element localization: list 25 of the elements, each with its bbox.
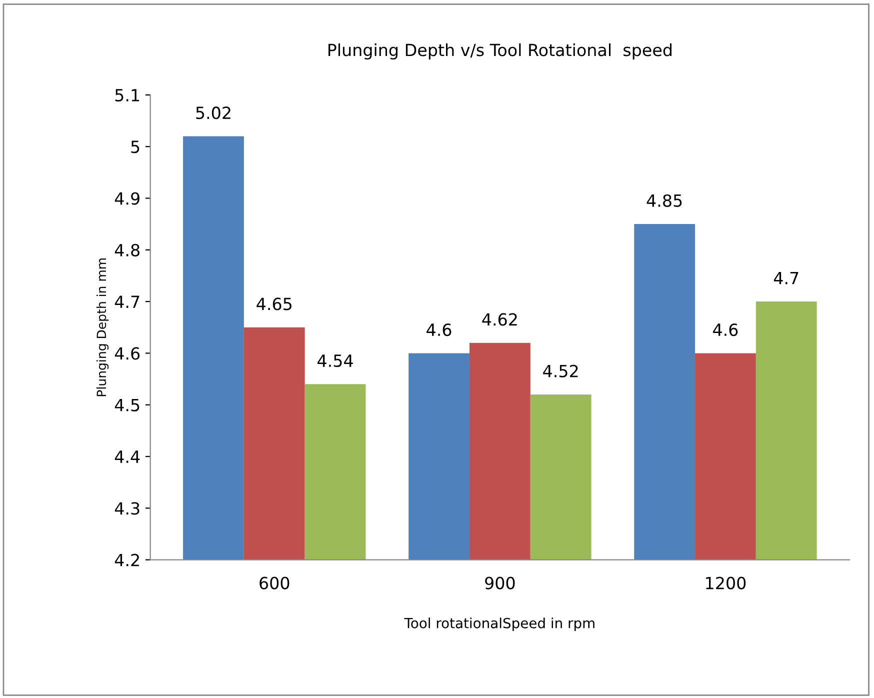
data-label: 4.62 xyxy=(482,313,517,326)
y-tick-label: 4.8 xyxy=(114,244,140,256)
y-tick-label: 4.2 xyxy=(114,554,139,566)
data-label: 4.85 xyxy=(646,194,682,207)
y-tick-label: 4.5 xyxy=(114,399,140,412)
y-axis-title: Plunging Depth in mm xyxy=(96,258,109,396)
y-tick-label: 4.7 xyxy=(114,296,140,308)
x-tick-label: 1200 xyxy=(706,576,746,590)
x-tick-label: 600 xyxy=(260,576,290,590)
data-label: 4.6 xyxy=(426,323,452,336)
data-label: 5.02 xyxy=(196,106,230,120)
y-tick-label: 4.4 xyxy=(114,450,140,463)
chart-title: Plunging Depth v/s Tool Rotational speed xyxy=(328,43,672,60)
y-tick-label: 5.1 xyxy=(115,89,140,102)
y-tick-label: 5 xyxy=(131,140,140,154)
y-tick-label: 4.6 xyxy=(114,347,140,360)
y-tick-label: 4.9 xyxy=(114,192,140,205)
x-axis-title: Tool rotationalSpeed in rpm xyxy=(404,618,594,632)
data-label: 4.6 xyxy=(713,323,738,336)
data-label: 4.52 xyxy=(543,364,578,378)
data-label: 4.7 xyxy=(774,272,798,284)
data-label: 4.54 xyxy=(318,354,353,368)
data-label: 4.65 xyxy=(256,298,292,310)
y-tick-label: 4.3 xyxy=(114,502,140,515)
x-tick-label: 900 xyxy=(485,576,515,590)
